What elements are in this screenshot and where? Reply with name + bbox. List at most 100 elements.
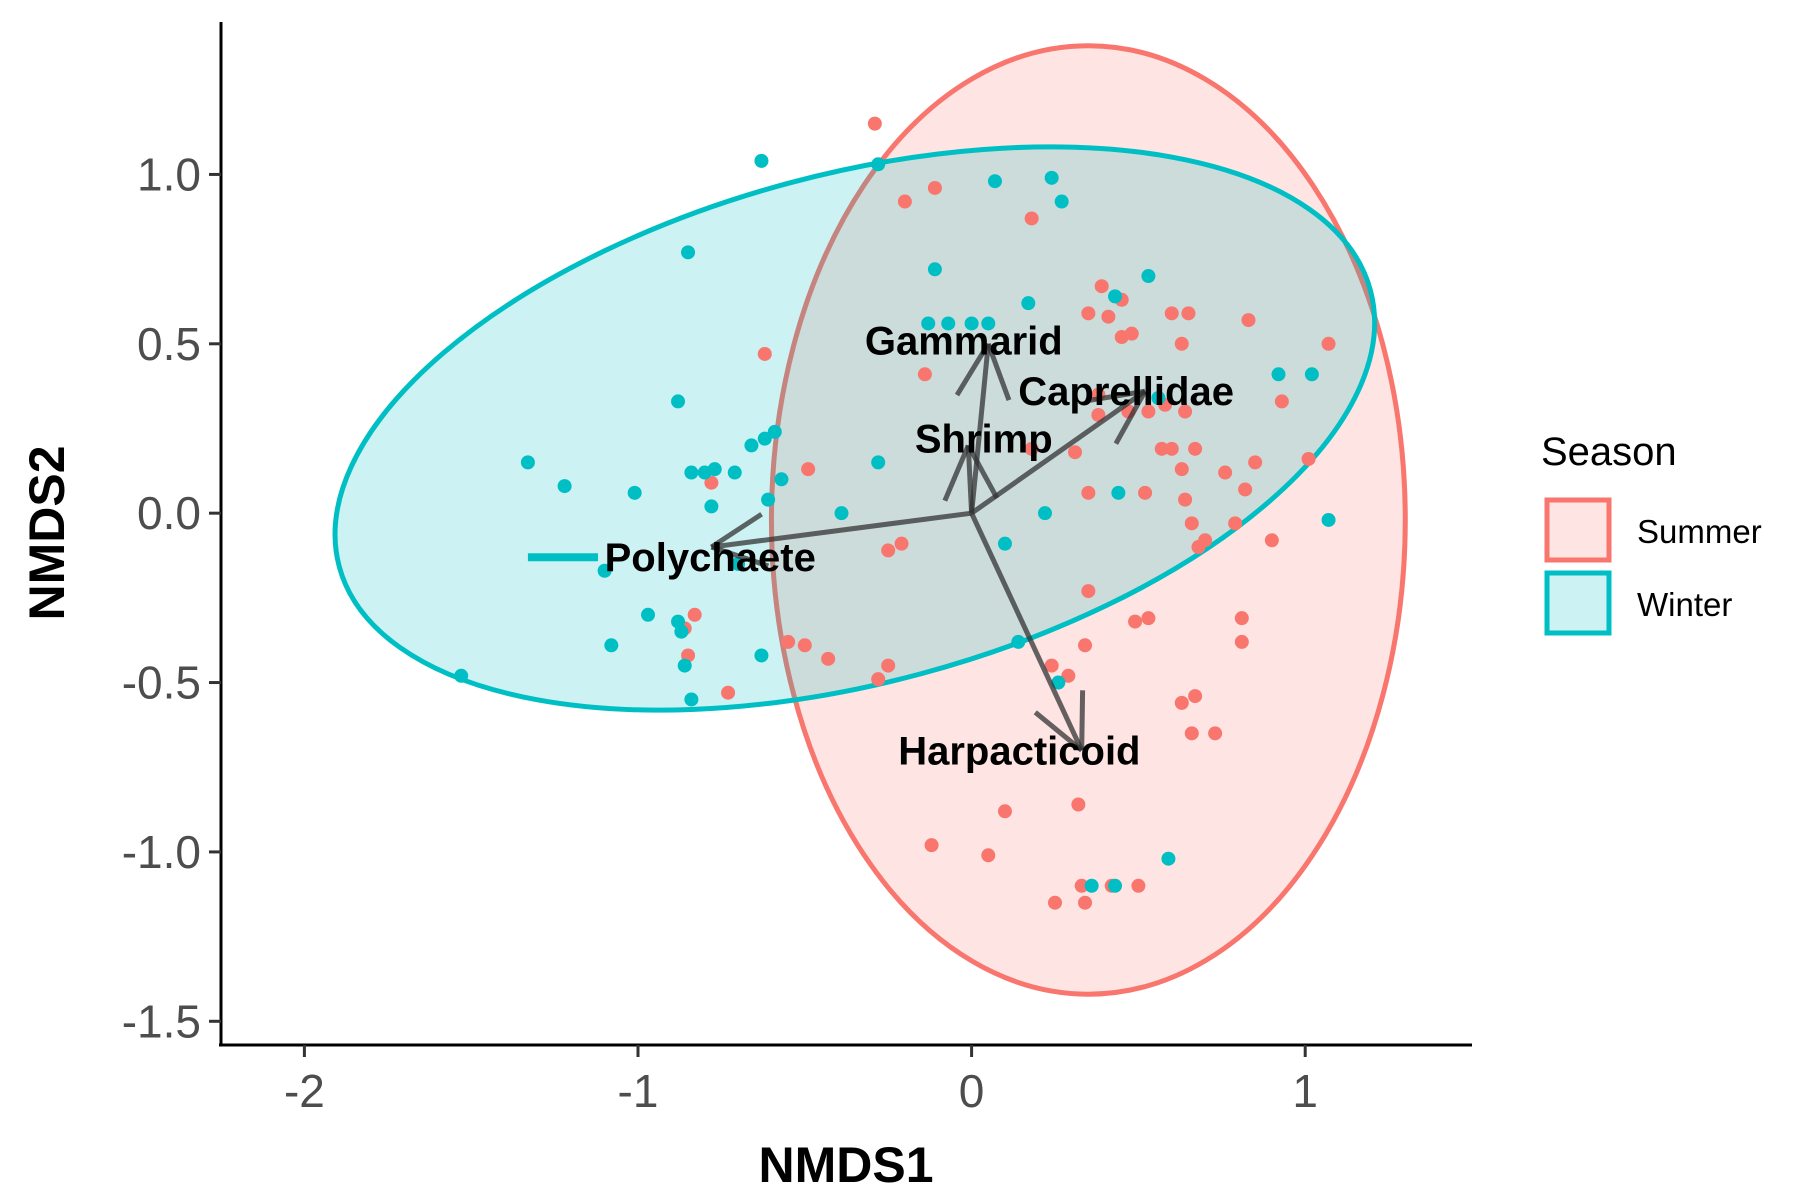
point-summer xyxy=(1191,540,1206,555)
legend-label-summer: Summer xyxy=(1637,513,1762,550)
point-summer xyxy=(1091,407,1106,422)
point-winter xyxy=(921,316,936,331)
point-summer xyxy=(894,536,909,551)
point-summer xyxy=(1181,306,1196,321)
point-winter xyxy=(767,424,782,439)
point-summer xyxy=(687,607,702,622)
point-summer xyxy=(1078,895,1093,910)
point-summer xyxy=(1184,726,1199,741)
point-summer xyxy=(821,651,836,666)
point-winter xyxy=(520,455,535,470)
x-tick-label: 0 xyxy=(959,1065,985,1117)
x-tick-label: -1 xyxy=(618,1065,659,1117)
point-winter xyxy=(1111,485,1126,500)
y-tick-label: 0.0 xyxy=(137,487,201,539)
vector-arrowhead-gammarid xyxy=(985,342,1012,401)
point-summer xyxy=(1188,689,1203,704)
point-winter xyxy=(987,174,1002,189)
ellipse-layer xyxy=(332,43,1408,997)
point-winter xyxy=(1141,269,1156,284)
point-winter xyxy=(641,607,656,622)
legend: Season Summer Winter xyxy=(1541,430,1762,636)
point-summer xyxy=(1178,492,1193,507)
point-winter xyxy=(454,668,469,683)
point-summer xyxy=(1274,394,1289,409)
point-winter xyxy=(671,394,686,409)
point-summer xyxy=(1138,485,1153,500)
y-tick-label: 0.5 xyxy=(137,318,201,370)
vector-shrimp xyxy=(965,445,975,514)
point-summer xyxy=(1184,516,1199,531)
point-summer xyxy=(1234,611,1249,626)
point-summer xyxy=(1131,878,1146,893)
point-summer xyxy=(1188,441,1203,456)
point-winter xyxy=(1108,289,1123,304)
point-summer xyxy=(1094,279,1109,294)
y-tick-layer: -1.5 -1.0 -0.5 0.0 0.5 1.0 xyxy=(122,148,221,1047)
point-summer xyxy=(1078,638,1093,653)
point-summer xyxy=(897,194,912,209)
point-summer xyxy=(1141,404,1156,419)
point-winter xyxy=(1304,367,1319,382)
point-winter xyxy=(1108,878,1123,893)
point-winter xyxy=(744,438,759,453)
point-winter xyxy=(997,536,1012,551)
vector-arrowhead-shrimp xyxy=(966,444,1000,500)
y-tick-label: -1.0 xyxy=(122,826,201,878)
point-summer xyxy=(1321,336,1336,351)
point-winter xyxy=(941,316,956,331)
point-winter xyxy=(757,431,772,446)
point-winter xyxy=(1051,675,1066,690)
vector-label-polychaete: Polychaete xyxy=(605,536,816,580)
y-tick-label: -1.5 xyxy=(122,995,201,1047)
point-winter xyxy=(774,472,789,487)
point-summer xyxy=(1061,668,1076,683)
point-summer xyxy=(1241,313,1256,328)
point-summer xyxy=(1178,404,1193,419)
point-summer xyxy=(704,475,719,490)
point-winter xyxy=(597,563,612,578)
point-winter xyxy=(677,658,692,673)
y-axis-title: NMDS2 xyxy=(19,445,75,620)
point-winter xyxy=(684,465,699,480)
point-winter xyxy=(1021,296,1036,311)
point-winter xyxy=(557,479,572,494)
x-tick-layer: -2 -1 0 1 xyxy=(284,1045,1318,1117)
point-summer xyxy=(871,672,886,687)
point-summer xyxy=(881,658,896,673)
y-tick-label: 1.0 xyxy=(137,148,201,200)
point-summer xyxy=(1164,441,1179,456)
vector-label-caprellidae: Caprellidae xyxy=(1018,370,1234,414)
point-summer xyxy=(1208,726,1223,741)
point-summer xyxy=(927,180,942,195)
point-summer xyxy=(1228,516,1243,531)
point-summer xyxy=(1128,614,1143,629)
point-winter xyxy=(761,492,776,507)
point-summer xyxy=(1218,465,1233,480)
point-summer xyxy=(997,804,1012,819)
point-summer xyxy=(1081,584,1096,599)
point-summer xyxy=(917,367,932,382)
point-summer xyxy=(1174,695,1189,710)
point-winter xyxy=(871,455,886,470)
point-summer xyxy=(1174,462,1189,477)
point-winter xyxy=(834,506,849,521)
x-axis-title: NMDS1 xyxy=(758,1137,933,1193)
ellipse-winter xyxy=(332,144,1378,713)
point-winter xyxy=(684,692,699,707)
vector-polychaete xyxy=(711,510,972,550)
point-summer xyxy=(1024,441,1039,456)
legend-title: Season xyxy=(1541,430,1677,474)
point-summer xyxy=(1164,306,1179,321)
point-summer xyxy=(1124,326,1139,341)
point-winter xyxy=(1044,170,1059,185)
point-summer xyxy=(1301,451,1316,466)
point-winter xyxy=(627,485,642,500)
point-winter xyxy=(1271,367,1286,382)
point-summer xyxy=(801,462,816,477)
point-winter xyxy=(964,316,979,331)
point-summer xyxy=(797,638,812,653)
point-summer xyxy=(1081,485,1096,500)
